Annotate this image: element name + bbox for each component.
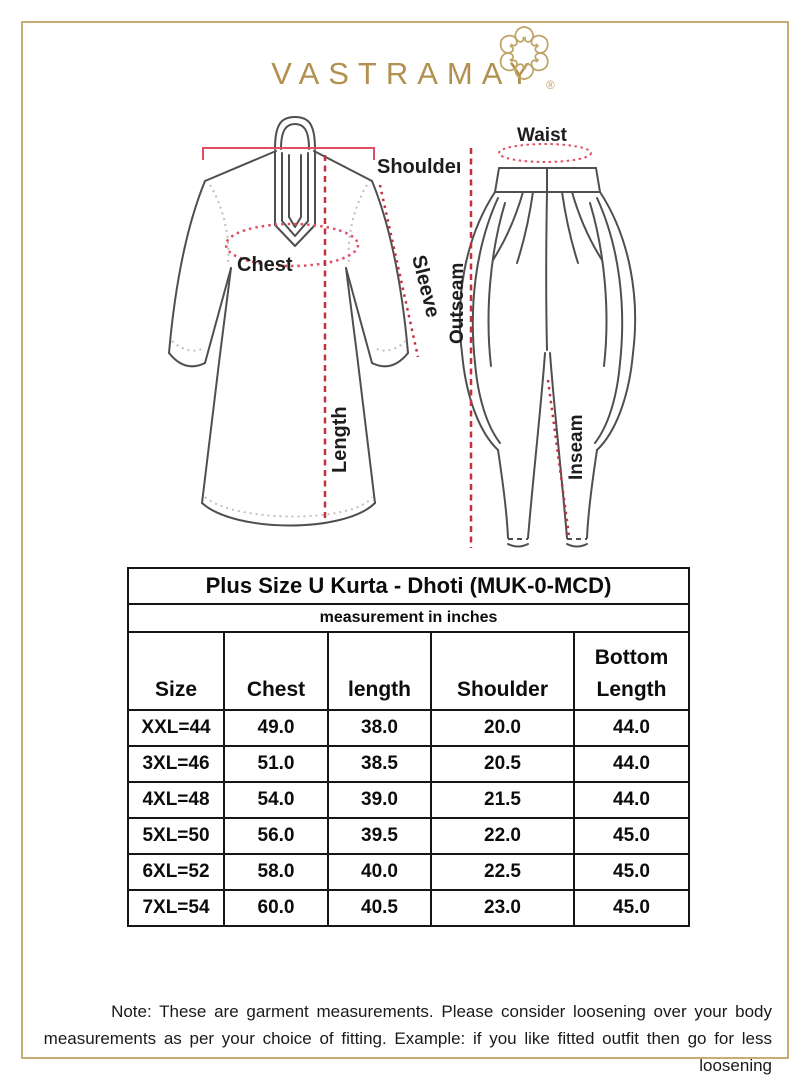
brand-name: VASTRAMAY bbox=[271, 56, 539, 91]
shoulder-label: Shoulder bbox=[377, 156, 460, 178]
cell-size: 5XL=50 bbox=[127, 817, 225, 855]
kurta-measure-marks bbox=[202, 147, 420, 520]
cell-bottom-length: 44.0 bbox=[572, 745, 691, 783]
chest-label: Chest bbox=[237, 254, 293, 276]
kurta-outline bbox=[168, 116, 409, 527]
cell-size: 6XL=52 bbox=[127, 853, 225, 891]
cell-chest: 60.0 bbox=[223, 889, 329, 927]
size-chart-title: Plus Size U Kurta - Dhoti (MUK-0-MCD) bbox=[126, 567, 691, 605]
kurta-measurement-diagram: Shoulder Chest Sleeve Length bbox=[168, 116, 460, 527]
cell-size: 4XL=48 bbox=[127, 781, 225, 819]
outseam-label: Outseam bbox=[447, 263, 468, 344]
cell-shoulder: 22.0 bbox=[430, 817, 575, 855]
cell-chest: 56.0 bbox=[223, 817, 329, 855]
col-header-shoulder: Shoulder bbox=[430, 631, 575, 711]
sleeve-measure-line bbox=[378, 184, 420, 358]
col-header-length: length bbox=[327, 631, 432, 711]
unit-note: measurement in inches bbox=[126, 603, 691, 633]
table-row: 4XL=48 54.0 39.0 21.5 44.0 bbox=[127, 781, 691, 819]
table-row: 6XL=52 58.0 40.0 22.5 45.0 bbox=[127, 853, 691, 891]
size-chart-table: Plus Size U Kurta - Dhoti (MUK-0-MCD) me… bbox=[126, 567, 691, 927]
sleeve-label: Sleeve bbox=[407, 253, 444, 320]
cell-chest: 58.0 bbox=[223, 853, 329, 891]
cell-length: 39.0 bbox=[327, 781, 432, 819]
cell-length: 40.5 bbox=[327, 889, 432, 927]
cell-length: 39.5 bbox=[327, 817, 432, 855]
cell-length: 38.0 bbox=[327, 709, 432, 747]
brand-logo: VASTRAMAY ® bbox=[271, 26, 555, 92]
cell-shoulder: 20.5 bbox=[430, 745, 575, 783]
table-row: XXL=44 49.0 38.0 20.0 44.0 bbox=[127, 709, 691, 747]
cell-length: 38.5 bbox=[327, 745, 432, 783]
cell-size: 7XL=54 bbox=[127, 889, 225, 927]
cell-bottom-length: 44.0 bbox=[572, 709, 691, 747]
cell-chest: 49.0 bbox=[223, 709, 329, 747]
measurement-footnote: Note: These are garment measurements. Pl… bbox=[43, 1002, 772, 1075]
registered-trademark: ® bbox=[545, 78, 555, 92]
dhoti-measure-marks bbox=[469, 143, 592, 548]
length-label: Length bbox=[329, 406, 351, 473]
col-header-chest: Chest bbox=[223, 631, 329, 711]
dhoti-measurement-diagram: Waist Outseam Inseam bbox=[447, 125, 637, 548]
chest-measure-ellipse bbox=[224, 222, 360, 268]
inseam-label: Inseam bbox=[566, 415, 587, 480]
kurta-stitch-lines bbox=[171, 184, 407, 518]
inseam-measure-line bbox=[546, 379, 571, 537]
waist-measure-ellipse bbox=[498, 143, 592, 163]
cell-bottom-length: 45.0 bbox=[572, 817, 691, 855]
cell-size: XXL=44 bbox=[127, 709, 225, 747]
brand-ornament-icon bbox=[495, 26, 552, 80]
table-row: 5XL=50 56.0 39.5 22.0 45.0 bbox=[127, 817, 691, 855]
col-header-bottom-length: Bottom Length bbox=[572, 631, 691, 711]
cell-bottom-length: 45.0 bbox=[572, 853, 691, 891]
cell-size: 3XL=46 bbox=[127, 745, 225, 783]
cell-bottom-length: 45.0 bbox=[572, 889, 691, 927]
waist-label: Waist bbox=[517, 125, 568, 146]
table-row: 7XL=54 60.0 40.5 23.0 45.0 bbox=[127, 889, 691, 927]
cell-shoulder: 21.5 bbox=[430, 781, 575, 819]
cell-shoulder: 22.5 bbox=[430, 853, 575, 891]
shoulder-measure-line bbox=[202, 147, 375, 160]
cell-chest: 54.0 bbox=[223, 781, 329, 819]
table-header-row: Size Chest length Shoulder Bottom Length bbox=[127, 631, 691, 711]
table-row: 3XL=46 51.0 38.5 20.5 44.0 bbox=[127, 745, 691, 783]
cell-chest: 51.0 bbox=[223, 745, 329, 783]
cell-shoulder: 20.0 bbox=[430, 709, 575, 747]
dhoti-outline bbox=[458, 167, 637, 548]
cell-bottom-length: 44.0 bbox=[572, 781, 691, 819]
col-header-size: Size bbox=[127, 631, 225, 711]
cell-length: 40.0 bbox=[327, 853, 432, 891]
cell-shoulder: 23.0 bbox=[430, 889, 575, 927]
